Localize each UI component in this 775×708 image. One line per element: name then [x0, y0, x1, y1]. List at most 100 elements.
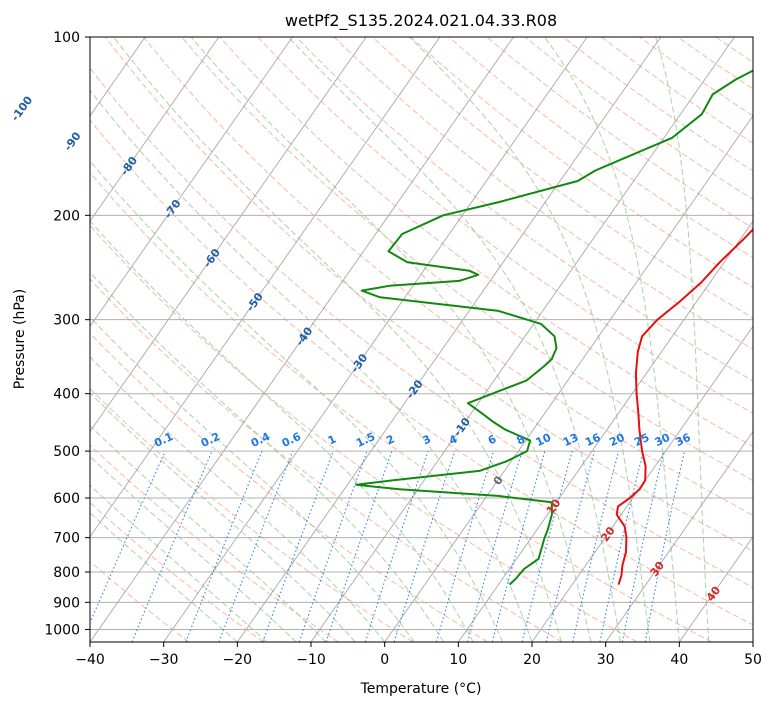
- y-tick-label: 900: [53, 595, 80, 611]
- plot-background: [90, 37, 753, 642]
- mixing-ratio-line: [521, 450, 573, 642]
- mixing-ratio-label: 20: [607, 431, 627, 449]
- dry-adiabat: [90, 66, 753, 589]
- moist-adiabat: [655, 37, 710, 642]
- y-tick-label: 1000: [44, 622, 80, 638]
- isotherm-line: [605, 430, 753, 642]
- dewpoint-profile: [355, 69, 753, 586]
- mixing-ratio-label: 36: [673, 431, 693, 449]
- moist-adiabat: [544, 37, 680, 642]
- mixing-ratio-label: 13: [561, 431, 580, 449]
- y-tick-label: 200: [53, 208, 80, 224]
- mixing-ratio-line: [545, 450, 595, 642]
- y-tick-label: 600: [53, 491, 80, 507]
- y-tick-label: 400: [53, 387, 80, 403]
- moist-adiabat: [90, 424, 327, 642]
- y-tick-label: 300: [53, 313, 80, 329]
- mixing-ratio-line: [435, 450, 495, 642]
- isotherm-line: [90, 37, 514, 642]
- dry-adiabat: [90, 560, 190, 642]
- y-tick-label: 100: [53, 30, 80, 46]
- isotherm-line: [236, 37, 662, 642]
- data-layer: [355, 69, 753, 586]
- axes-layer: −40 −30 −20 −10 0 10 20 30 40 50 100 200 300 400 500 60…: [44, 30, 762, 668]
- mixing-ratio-label: 10: [534, 431, 554, 449]
- y-tick-label: 800: [53, 565, 80, 581]
- plot-area: [90, 37, 753, 642]
- dry-adiabat: [754, 37, 775, 642]
- isotherm-line: [90, 37, 220, 222]
- moist-adiabat: [113, 37, 563, 642]
- moist-adiabat: [90, 271, 445, 642]
- x-tick-label: −20: [223, 652, 253, 668]
- x-tick-label: 10: [449, 652, 467, 668]
- isotherm-line: [678, 535, 753, 642]
- isotherm-line: [384, 115, 753, 642]
- dry-adiabat: [295, 37, 753, 382]
- isotherm-line: [0, 37, 72, 642]
- moist-adiabat: [409, 37, 651, 642]
- mixing-ratio-line: [185, 450, 263, 642]
- isotherm-line: [90, 37, 441, 538]
- isotherm-line: [457, 220, 753, 642]
- mixing-ratio-line: [572, 450, 620, 642]
- moist-adiabat: [90, 512, 238, 642]
- chart-title: wetPf2_S135.2024.021.04.33.R08: [285, 11, 557, 31]
- dry-adiabat: [372, 37, 753, 319]
- isotherm-line: [163, 37, 588, 642]
- moist-adiabat: [90, 220, 474, 642]
- moist-adiabat: [90, 484, 268, 642]
- x-tick-label: −40: [75, 652, 105, 668]
- isotherm-label: -100: [9, 93, 36, 123]
- mixing-ratio-line: [466, 450, 523, 642]
- mixing-ratio-line: [491, 450, 546, 642]
- y-tick-label: 500: [53, 444, 80, 460]
- dry-adiabat: [90, 119, 753, 626]
- moist-adiabat: [90, 160, 504, 642]
- moist-adiabat: [287, 37, 621, 642]
- isotherm-line: [531, 325, 753, 642]
- dry-adiabat: [143, 37, 753, 516]
- x-tick-label: 20: [523, 652, 541, 668]
- x-tick-label: 30: [597, 652, 615, 668]
- isotherm-line: [90, 37, 293, 328]
- x-tick-label: 40: [670, 652, 688, 668]
- mixing-ratio-line: [393, 450, 456, 642]
- isotherm-label: -90: [61, 129, 83, 153]
- moist-adiabat: [190, 37, 592, 642]
- mixing-ratio-line: [218, 450, 294, 642]
- isotherm-line: [90, 37, 367, 433]
- mixing-ratio-line: [90, 450, 166, 625]
- x-tick-label: −10: [296, 652, 326, 668]
- dry-adiabat: [90, 278, 563, 642]
- isotherm-line: [310, 37, 735, 642]
- moist-adiabat: [90, 392, 356, 642]
- mixing-ratio-line: [131, 450, 213, 642]
- moist-adiabat: [90, 89, 533, 642]
- mixing-ratio-line: [325, 450, 393, 642]
- y-axis-label: Pressure (hPa): [12, 289, 28, 389]
- mixing-ratio-line: [599, 450, 644, 642]
- plot-frame: [89, 36, 754, 643]
- x-tick-label: 0: [380, 652, 389, 668]
- moist-adiabat: [90, 356, 386, 642]
- mixing-ratio-label: 30: [653, 431, 673, 449]
- y-tick-label: 700: [53, 531, 80, 547]
- dry-adiabat: [90, 332, 488, 642]
- grid-layer: [0, 37, 775, 642]
- mixing-ratio-label: 16: [583, 431, 603, 449]
- dry-adiabat: [90, 224, 638, 642]
- x-tick-label: 50: [744, 652, 762, 668]
- mixing-ratio-line: [262, 450, 334, 642]
- isotherm-line: [752, 641, 753, 642]
- mixing-ratio-label: 25: [632, 431, 651, 449]
- dry-adiabat: [90, 171, 712, 642]
- x-axis-label: Temperature (°C): [360, 681, 482, 697]
- mixing-ratio-line: [298, 450, 368, 642]
- dry-adiabat: [219, 37, 753, 448]
- temperature-profile: [615, 228, 753, 585]
- moist-adiabat: [90, 316, 415, 642]
- mixing-ratio-line: [364, 450, 429, 642]
- x-tick-label: −30: [149, 652, 179, 668]
